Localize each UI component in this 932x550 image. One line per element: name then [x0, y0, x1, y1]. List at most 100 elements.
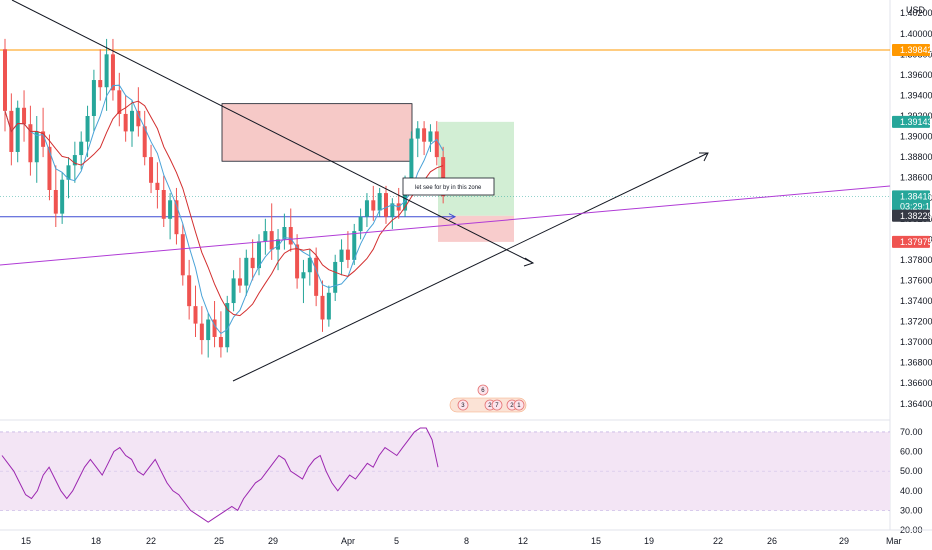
time-tick-label: 15 [591, 536, 601, 546]
support-arrowhead [448, 213, 457, 221]
price-tick-label: 1.39600 [900, 70, 932, 80]
candle-body [269, 231, 274, 250]
price-tag [892, 190, 930, 213]
candle-body [60, 179, 65, 214]
price-tick-label: 1.36800 [900, 358, 932, 368]
candle-body [218, 336, 223, 348]
price-tick-label: 1.39000 [900, 132, 932, 142]
price-tick-label: 1.37800 [900, 255, 932, 265]
fast-moving-average [4, 84, 444, 335]
candle-body [28, 124, 33, 163]
event-count-label: 1 [517, 403, 521, 409]
price-axis[interactable]: USD1.402001.400001.398001.396001.394001.… [892, 5, 932, 535]
candle-body [301, 272, 306, 279]
candle-body [333, 261, 338, 293]
candle-body [187, 275, 192, 307]
candle-body [168, 200, 173, 219]
candle-body [352, 231, 357, 260]
rsi-panel [0, 427, 890, 523]
candle-body [110, 54, 115, 91]
candle-body [149, 157, 154, 183]
candle-body [104, 54, 109, 88]
event-markers[interactable]: 362 7 2 1 [449, 384, 527, 413]
economic-event-icon [477, 384, 489, 396]
chart-annotations: let see for by in this zone [402, 177, 495, 196]
candle-body [155, 182, 160, 190]
candle-body [130, 110, 134, 132]
candle-body [320, 295, 325, 320]
event-count-label: 7 [495, 403, 499, 409]
candle-body [428, 131, 433, 142]
candle-body [15, 107, 20, 152]
candle-body [403, 182, 408, 211]
time-tick-label: 15 [21, 536, 31, 546]
price-tick-label: 1.39400 [900, 90, 932, 100]
event-count-label: 2 [510, 403, 514, 409]
ascending-trendline [232, 152, 709, 382]
candle-body [415, 128, 420, 139]
candle-body [377, 193, 382, 211]
rsi-tick-label: 60.00 [900, 447, 923, 457]
drawing-zones [221, 103, 514, 242]
candle-body [231, 278, 236, 304]
candle-body [98, 80, 103, 88]
price-tick-label: 1.36400 [900, 399, 932, 409]
candle-body [161, 190, 166, 219]
candle-body [384, 193, 388, 217]
candle-body [237, 278, 242, 286]
currency-label: USD [906, 5, 926, 15]
candle-body [314, 257, 319, 296]
time-tick-label: 18 [91, 536, 101, 546]
ascending-arrowhead [699, 152, 709, 162]
time-tick-label: 25 [214, 536, 224, 546]
candle-body [339, 249, 344, 262]
candle-body [212, 319, 217, 337]
moving-averages [4, 84, 444, 335]
candle-body [199, 323, 204, 341]
supply-zone [221, 103, 413, 162]
rsi-tick-label: 30.00 [900, 505, 923, 515]
candle-body [409, 138, 414, 183]
event-count-label: 3 [461, 403, 465, 409]
candle-body [22, 107, 27, 125]
candle-body [225, 303, 230, 348]
candle-body [276, 239, 281, 250]
time-axis[interactable]: 15 18 22 25 29 Apr 5 8 12 15 19 22 26 29 Mar [0, 529, 932, 546]
candle-body [206, 319, 211, 341]
candle-body [41, 131, 46, 147]
annotation-text: let see for by in this zone [415, 185, 482, 191]
economic-event-icon [457, 399, 469, 411]
candle-body [295, 244, 300, 279]
channel-line [0, 185, 891, 266]
candle-body [288, 227, 293, 245]
candle-body [117, 90, 122, 114]
price-tick-label: 1.37000 [900, 337, 932, 347]
candle-body [123, 113, 128, 132]
candle-body [142, 126, 147, 158]
time-tick-label: 29 [839, 536, 849, 546]
time-tick-label: 5 [394, 536, 399, 546]
candle-body [326, 292, 331, 320]
candle-body [79, 141, 84, 156]
annotation-box [402, 177, 495, 196]
rsi-tick-label: 40.00 [900, 486, 923, 496]
time-tick-label: 8 [464, 536, 469, 546]
candle-body [180, 234, 185, 276]
candle-body [193, 306, 198, 324]
candle-body [47, 146, 52, 190]
price-tick-label: 1.37600 [900, 275, 932, 285]
slow-moving-average [4, 100, 444, 317]
price-tag-label: 1.39143 [900, 117, 932, 127]
event-count-label: 6 [481, 388, 485, 394]
time-tick-label: Mar [886, 536, 902, 546]
candle-body [136, 110, 141, 127]
price-tick-label: 1.40200 [900, 8, 932, 18]
candle-body [282, 227, 287, 240]
economic-event-icon [513, 399, 525, 411]
candle-body [66, 165, 71, 180]
price-tick-label: 1.37200 [900, 317, 932, 327]
candle-body [72, 155, 77, 166]
candle-body [434, 131, 439, 158]
time-tick-label: 19 [644, 536, 654, 546]
